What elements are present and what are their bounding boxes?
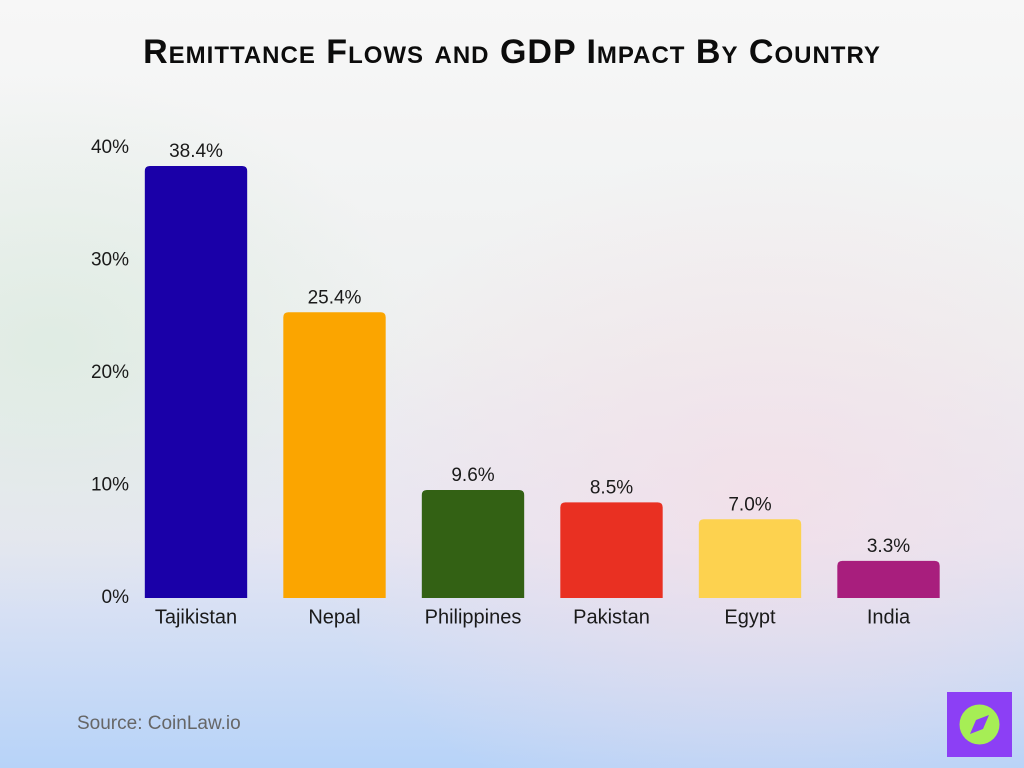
bar — [837, 560, 940, 598]
y-tick-label: 40% — [91, 137, 129, 158]
y-tick-label: 30% — [91, 250, 129, 271]
bar — [283, 312, 386, 598]
x-tick-label: Nepal — [308, 606, 360, 628]
logo-compass — [970, 715, 989, 734]
logo — [947, 692, 1012, 757]
x-tick-label: Egypt — [724, 606, 776, 628]
y-tick-label: 20% — [91, 362, 129, 383]
x-tick-label: India — [867, 606, 911, 628]
value-label: 25.4% — [308, 287, 362, 308]
bar — [421, 490, 525, 598]
value-label: 38.4% — [169, 141, 223, 162]
value-label: 7.0% — [728, 494, 771, 515]
bar — [144, 166, 248, 598]
bar — [560, 502, 663, 598]
y-tick-label: 0% — [102, 587, 130, 608]
x-tick-label: Philippines — [425, 606, 522, 628]
source-note: Source: CoinLaw.io — [77, 713, 241, 734]
chart-title: Remittance Flows and GDP Impact By Count… — [143, 33, 881, 71]
value-label: 3.3% — [867, 536, 910, 557]
x-tick-label: Pakistan — [573, 606, 650, 628]
y-tick-label: 10% — [91, 475, 129, 496]
value-label: 8.5% — [590, 477, 633, 498]
x-tick-label: Tajikistan — [155, 606, 237, 628]
value-label: 9.6% — [451, 465, 494, 486]
bar — [698, 519, 802, 598]
